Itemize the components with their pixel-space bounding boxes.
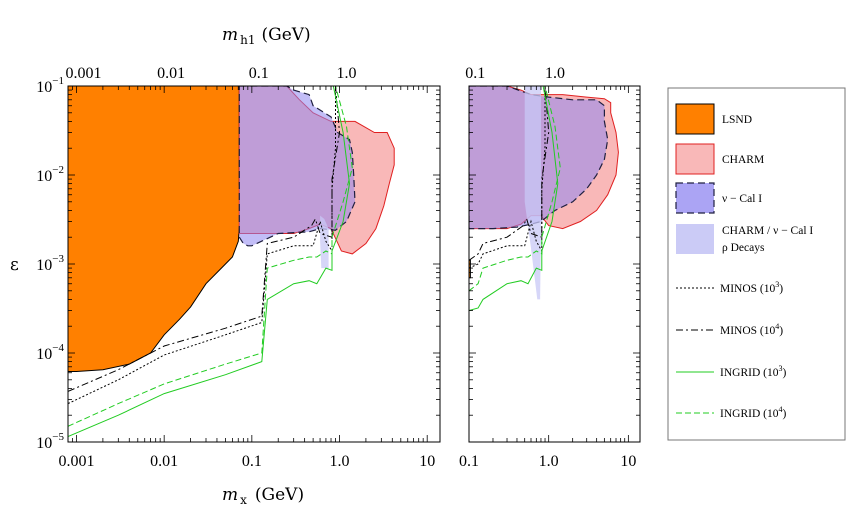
legend-label: MINOS (103)	[720, 280, 783, 295]
legend-swatch-lsnd	[675, 103, 715, 135]
region-rho-1-4	[524, 86, 541, 300]
legend-item-charm: CHARM	[675, 143, 764, 175]
curve-ingrid3-0	[68, 86, 351, 438]
y-tick-label: 10−2	[36, 164, 64, 185]
left-panel: 0.001 0.01 0.1 1.0 10 0.001 0.01 0.1 1.0 10−5 10−4…	[36, 65, 441, 470]
legend-label: LSND	[722, 114, 752, 126]
x-tick-label: 10	[620, 453, 636, 470]
curve-ingrid4-1	[469, 86, 561, 292]
top-tick-label: 1.0	[545, 65, 565, 82]
x-tick-label: 0.1	[242, 453, 262, 470]
y-axis-label: ε	[10, 255, 19, 275]
legend-item-minos4: MINOS (104)	[676, 322, 783, 337]
legend-item-ingrid3: INGRID (103)	[676, 364, 786, 379]
curve-ingrid4-0	[68, 86, 353, 427]
top-tick-label: 0.01	[157, 65, 185, 82]
legend-label: INGRID (104)	[720, 405, 786, 420]
top-tick-label: 0.1	[249, 65, 269, 82]
x-axis-label: m x (GeV)	[222, 485, 304, 507]
legend-label: CHARM / ν − Cal I	[722, 225, 813, 237]
top-tick-label: 1.0	[336, 65, 356, 82]
x-tick-label: 0.001	[58, 453, 94, 470]
curve-minos3-0	[68, 86, 336, 405]
right-regions	[469, 86, 619, 300]
legend-label: CHARM	[722, 154, 764, 166]
left-ticks: 0.001 0.01 0.1 1.0 10 0.001 0.01 0.1 1.0 10−5 10−4…	[36, 65, 440, 470]
legend-label-2: ρ Decays	[722, 242, 765, 254]
legend-item-lsnd: LSND	[675, 103, 752, 135]
legend-label: ν − Cal I	[722, 193, 762, 205]
legend-items: LSND CHARM ν − Cal I CHARM / ν − Cal I ρ Dec…	[675, 103, 813, 420]
x-tick-label: 10	[419, 453, 435, 470]
legend-item-ingrid4: INGRID (104)	[676, 405, 786, 420]
legend-item-minos3: MINOS (103)	[676, 280, 783, 295]
legend-swatch-rho	[676, 224, 714, 254]
top-tick-label: 0.001	[65, 65, 101, 82]
curve-minos3-1	[469, 86, 546, 269]
legend-frame	[667, 87, 846, 441]
top-tick-label: 0.1	[465, 65, 485, 82]
legend-label: INGRID (103)	[720, 364, 786, 379]
right-panel: 0.1 1.0 10 0.1 1.0	[459, 65, 641, 470]
curve-minos4-0	[68, 86, 341, 392]
y-tick-label: 10−5	[36, 431, 64, 452]
region-rho-0-3	[320, 215, 329, 269]
legend-item-nucal: ν − Cal I	[675, 182, 762, 214]
legend-label: MINOS (104)	[720, 322, 783, 337]
legend-swatch-nucal	[675, 182, 715, 214]
top-axis-label: m h1 (GeV)	[222, 25, 311, 47]
right-ticks: 0.1 1.0 10 0.1 1.0	[459, 65, 640, 470]
right-curves	[469, 86, 561, 311]
curve-minos4-1	[469, 86, 550, 261]
legend-item-rho: CHARM / ν − Cal I ρ Decays	[676, 224, 813, 254]
region-lsnd-0-0	[68, 86, 242, 372]
region-nucal-0-2	[238, 86, 356, 247]
y-tick-label: 10−3	[36, 253, 64, 274]
left-regions	[68, 86, 395, 372]
legend: LSND CHARM ν − Cal I CHARM / ν − Cal I ρ Dec…	[667, 87, 846, 441]
x-tick-label: 1.0	[330, 453, 350, 470]
x-tick-label: 0.1	[459, 453, 479, 470]
legend-swatch-charm	[675, 143, 715, 175]
curve-ingrid3-1	[469, 86, 559, 311]
y-tick-label: 10−1	[36, 75, 64, 96]
x-tick-label: 0.01	[150, 453, 178, 470]
y-tick-label: 10−4	[36, 342, 64, 363]
x-tick-label: 1.0	[539, 453, 559, 470]
left-curves	[68, 86, 353, 438]
